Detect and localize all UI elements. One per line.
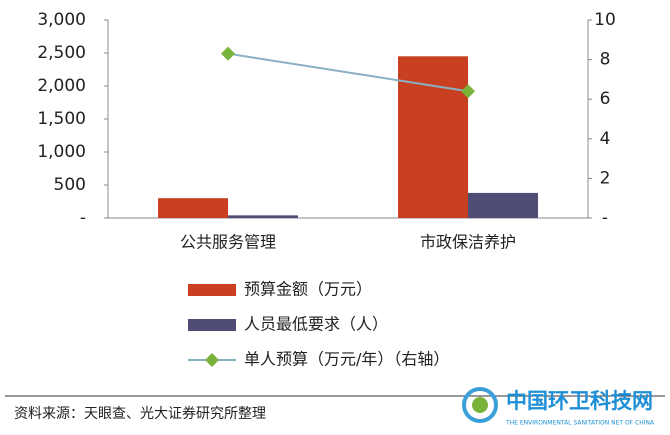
x-tick-label: 公共服务管理 <box>180 233 276 252</box>
line-marker <box>221 46 235 61</box>
y-tick-label: 2,500 <box>37 43 86 63</box>
line <box>227 52 469 93</box>
y-tick-label: - <box>80 208 86 228</box>
y2-tick-label: - <box>602 208 608 228</box>
watermark-title: 中国环卫科技网 <box>506 389 653 413</box>
bar <box>398 56 468 218</box>
source: 资料来源：天眼查、光大证券研究所整理 <box>14 406 266 422</box>
x-tick-label: 市政保洁养护 <box>420 233 516 252</box>
y-tick-label: 500 <box>54 175 86 195</box>
legend-label: 人员最低要求（人） <box>244 315 388 334</box>
bar <box>158 198 228 218</box>
y-tick-label: 1,000 <box>37 142 86 162</box>
legend-label: 预算金额（万元） <box>244 280 372 299</box>
y-tick-label: 1,500 <box>37 109 86 129</box>
y-tick-label: 2,000 <box>37 76 86 96</box>
line-marker <box>461 84 475 99</box>
watermark-subtitle: THE ENVIRONMENTAL SANITATION NET OF CHIN… <box>505 420 655 427</box>
legend-swatch <box>188 319 236 331</box>
logo <box>462 387 498 423</box>
y-tick-label: 3,000 <box>37 10 86 30</box>
y2-tick-label: 8 <box>600 50 611 70</box>
logo <box>472 397 488 413</box>
y2-tick-label: 10 <box>594 10 616 30</box>
bar <box>468 192 538 218</box>
y2-tick-label: 4 <box>600 129 611 149</box>
bar <box>228 215 298 218</box>
legend-swatch <box>188 284 236 296</box>
y2-tick-label: 2 <box>600 168 611 188</box>
legend-swatch <box>205 353 219 367</box>
legend-label: 单人预算（万元/年）（右轴） <box>244 350 449 369</box>
y2-tick-label: 6 <box>600 89 611 109</box>
